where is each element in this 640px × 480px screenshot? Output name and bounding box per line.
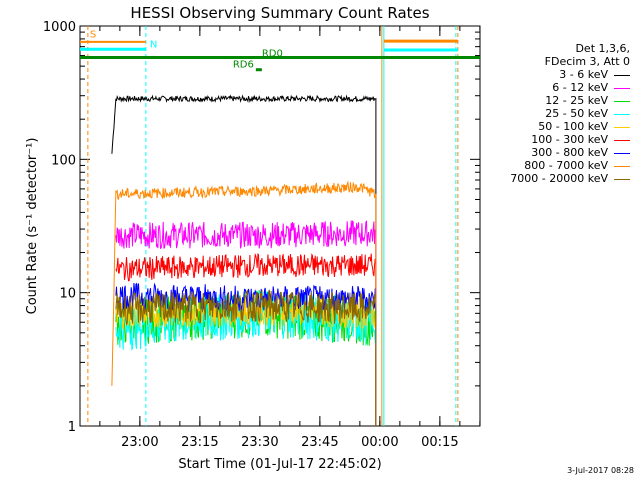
series-line — [115, 290, 377, 426]
legend-entry: 25 - 50 keV — [545, 107, 630, 120]
legend-entry: 800 - 7000 keV — [524, 159, 630, 172]
legend-entry-label: 25 - 50 keV — [545, 107, 608, 120]
annotation-label: S — [90, 29, 96, 40]
series-line — [115, 252, 377, 426]
annotations: S N RD0 RD6 — [90, 29, 283, 70]
legend-entry-label: 50 - 100 keV — [538, 120, 608, 133]
series-group — [111, 94, 377, 426]
legend-swatch — [614, 178, 630, 180]
legend-entry: 300 - 800 keV — [531, 146, 630, 159]
series-line — [111, 180, 377, 426]
legend-swatch — [614, 87, 630, 89]
legend-entry-label: 300 - 800 keV — [531, 146, 608, 159]
legend-entry-label: 100 - 300 keV — [531, 133, 608, 146]
legend-entry-label: 800 - 7000 keV — [524, 159, 608, 172]
legend-entry-label: 3 - 6 keV — [559, 68, 608, 81]
x-tick-label: 00:00 — [361, 435, 398, 450]
plot-frame — [79, 25, 481, 427]
legend-entry: 12 - 25 keV — [545, 94, 630, 107]
x-axis: 23:00 23:15 23:30 23:45 00:00 00:15 — [99, 26, 481, 450]
y-tick-label: 100 — [51, 153, 76, 168]
x-tick-label: 23:00 — [121, 435, 158, 450]
x-tick-label: 00:15 — [421, 435, 458, 450]
legend-swatch — [614, 126, 630, 128]
y-tick-label: 10 — [59, 287, 76, 302]
y-axis: 1 10 100 1000 — [43, 20, 480, 435]
y-axis-label: Count Rate (s⁻¹ detector⁻¹) — [25, 138, 40, 315]
series-line — [111, 94, 377, 426]
legend-entry: 50 - 100 keV — [538, 120, 630, 133]
series-line — [115, 289, 377, 426]
legend-swatch — [614, 113, 630, 115]
x-tick-label: 23:15 — [181, 435, 218, 450]
annotation-label: N — [150, 39, 157, 50]
x-tick-label: 23:45 — [301, 435, 338, 450]
marker-lines — [80, 26, 480, 426]
y-tick-label: 1000 — [43, 20, 76, 35]
chart-title: HESSI Observing Summary Count Rates — [130, 4, 429, 22]
legend-entry: 3 - 6 keV — [559, 68, 630, 81]
legend-swatch — [614, 100, 630, 102]
legend-swatch — [614, 74, 630, 76]
legend-swatch — [614, 139, 630, 141]
legend-entry-label: 12 - 25 keV — [545, 94, 608, 107]
series-line — [115, 220, 377, 426]
legend-swatch — [614, 165, 630, 167]
legend-swatch — [614, 152, 630, 154]
x-axis-label: Start Time (01-Jul-17 22:45:02) — [178, 457, 381, 472]
legend-entry: 7000 - 20000 keV — [510, 172, 630, 185]
legend-entry-label: 7000 - 20000 keV — [510, 172, 608, 185]
legend-title-line-1: Det 1,3,6, — [575, 42, 630, 55]
date-stamp: 3-Jul-2017 08:28 — [567, 466, 634, 475]
x-tick-label: 23:30 — [241, 435, 278, 450]
y-tick-label: 1 — [68, 420, 76, 435]
annotation-label: RD6 — [233, 59, 254, 70]
legend-entry-label: 6 - 12 keV — [552, 81, 608, 94]
legend-entry: 6 - 12 keV — [552, 81, 630, 94]
legend-entry: 100 - 300 keV — [531, 133, 630, 146]
annotation-label: RD0 — [262, 49, 283, 60]
legend-title-line-2: FDecim 3, Att 0 — [544, 55, 630, 68]
